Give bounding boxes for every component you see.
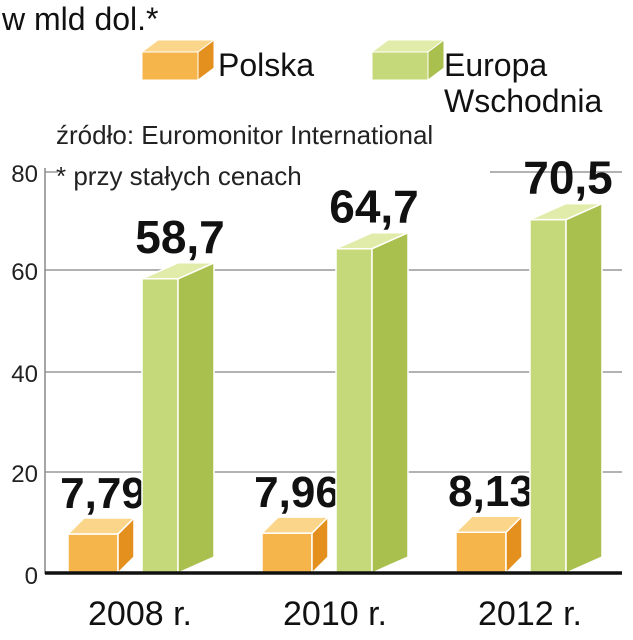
source-note: źródło: Euromonitor International [56,120,433,150]
bars: 7,79 7,96 8,13 58,7 64,7 70,5 [60,152,613,575]
y-tick-label-80: 80 [11,161,38,188]
bar-europa-2010 [335,231,409,575]
bar-side-face [177,261,215,575]
bar-europa-2008 [141,261,215,575]
bar-front-face [455,531,507,574]
data-label-polska-2012: 8,13 [448,467,534,516]
bar-front-face [141,278,179,574]
legend-swatch-europa [370,39,446,81]
bar-top-face [335,231,409,250]
legend-label-polska: Polska [218,47,314,83]
bar-polska-2010 [260,515,330,575]
bar-top-face [141,262,215,280]
bar-side-face [565,202,603,575]
data-label-polska-2008: 7,79 [60,469,146,518]
data-label-europa-2008: 58,7 [135,211,225,263]
footnote: * przy stałych cenach [56,161,302,191]
y-tick-label-40: 40 [11,361,38,388]
chart-title: w mld dol.* [1,1,159,37]
bar-top-face [529,202,603,221]
bar-top-face [66,517,136,535]
bar-front-face [261,532,313,574]
bar-europa-2012 [529,202,603,575]
bar-polska-2008 [66,516,136,575]
y-tick-label-20: 20 [11,461,38,488]
data-label-europa-2012: 70,5 [523,152,613,204]
legend-swatch-polska [140,39,216,81]
bar-polska-2012 [454,514,524,575]
y-tick-label-0: 0 [25,563,38,590]
bar-front-face [529,218,567,574]
legend-label-europa-line2: Wschodnia [444,83,603,119]
legend-label-europa-line1: Europa [444,47,547,83]
bar-top-face [260,516,330,534]
y-tick-label-60: 60 [11,259,38,286]
data-label-europa-2010: 64,7 [329,181,419,233]
category-label-2008: 2008 r. [88,595,192,633]
data-label-polska-2010: 7,96 [254,468,340,517]
category-label-2012: 2012 r. [478,595,582,633]
bar-side-face [371,231,409,575]
category-label-2010: 2010 r. [283,595,387,633]
bar-front-face [67,533,119,574]
bar-top-face [454,515,524,533]
bar-front-face [335,247,373,574]
legend: Polska Europa Wschodnia [140,39,603,119]
